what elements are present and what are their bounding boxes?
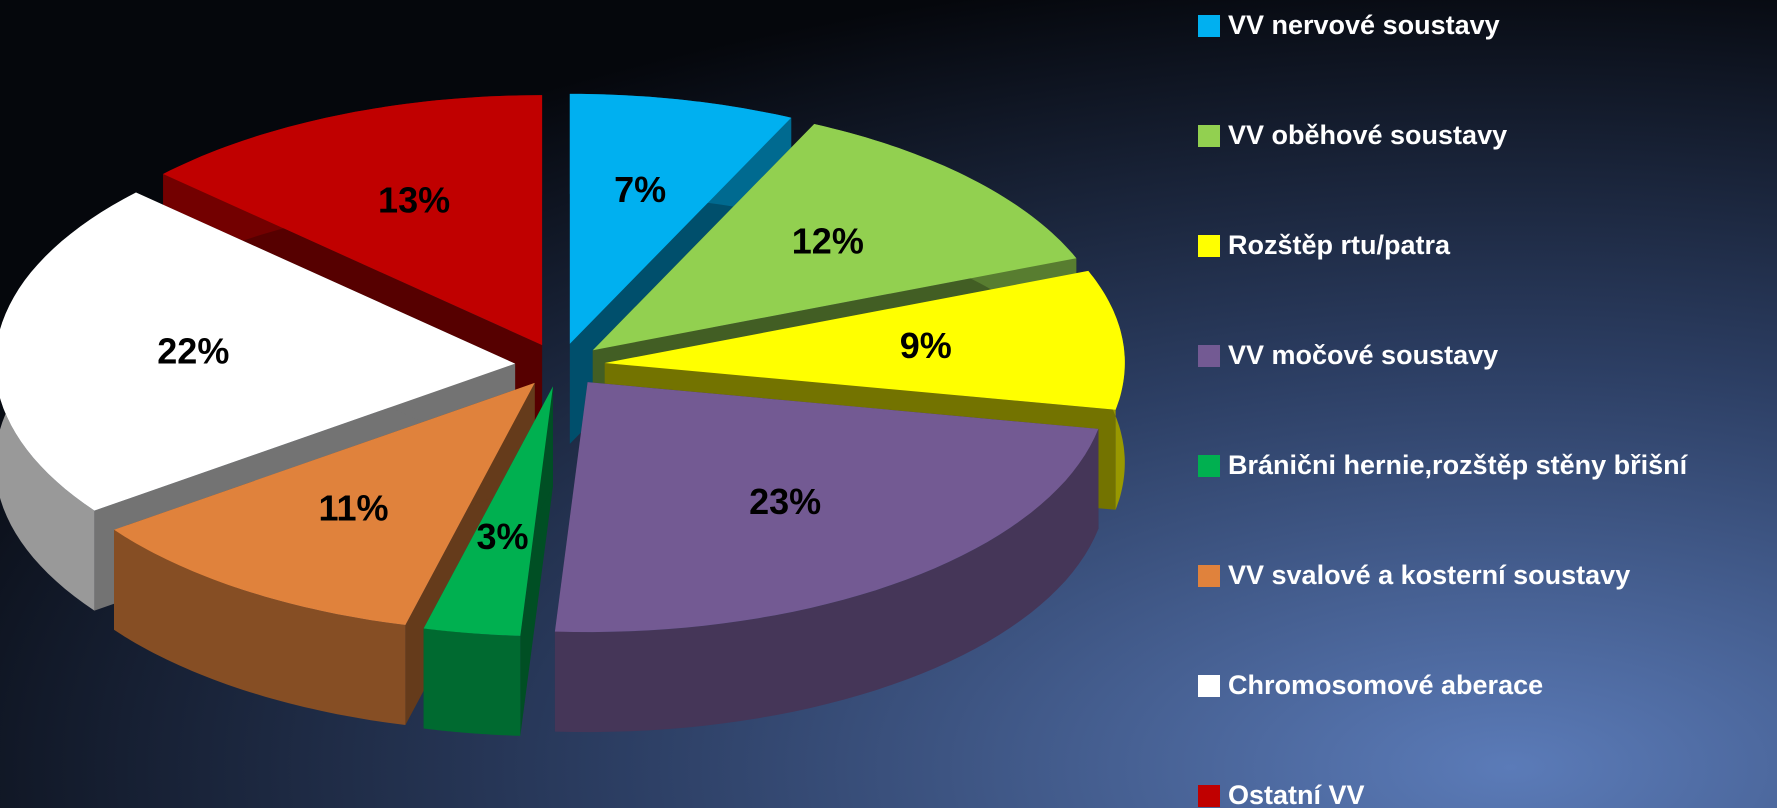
slice: 23% <box>554 382 1099 733</box>
legend-label: Rozštěp rtu/patra <box>1228 230 1451 260</box>
legend-label: VV nervové soustavy <box>1228 10 1500 40</box>
legend-swatch <box>1198 565 1220 587</box>
slice <box>604 270 1125 410</box>
legend-swatch <box>1198 345 1220 367</box>
legend-label: VV svalové a kosterní soustavy <box>1228 560 1630 590</box>
legend-swatch <box>1198 125 1220 147</box>
legend-swatch <box>1198 455 1220 477</box>
slice <box>592 124 1077 351</box>
slice <box>423 386 553 636</box>
data-label: 9% <box>900 325 952 366</box>
legend-label: VV močové soustavy <box>1228 340 1498 370</box>
data-label: 13% <box>378 179 450 220</box>
legend-swatch <box>1198 15 1220 37</box>
data-label: 11% <box>318 488 388 529</box>
slice <box>569 93 792 344</box>
legend-swatch <box>1198 675 1220 697</box>
data-label: 7% <box>614 169 666 210</box>
legend-label: Ostatní VV <box>1228 780 1365 808</box>
slice <box>114 382 535 625</box>
legend-swatch <box>1198 785 1220 807</box>
slice: 3% <box>423 386 553 736</box>
legend-label: VV oběhové soustavy <box>1228 120 1507 150</box>
data-label: 12% <box>792 221 864 262</box>
legend-label: Chromosomové aberace <box>1228 670 1543 700</box>
legend-swatch <box>1198 235 1220 257</box>
slice <box>163 95 543 346</box>
data-label: 22% <box>157 330 229 371</box>
legend-label: Bránični hernie,rozštěp stěny břišní <box>1228 450 1689 480</box>
data-label: 3% <box>477 516 529 557</box>
slice-side <box>423 628 521 736</box>
slice-side <box>554 428 1099 733</box>
data-label: 23% <box>749 481 821 522</box>
slice-side <box>114 529 406 725</box>
slice <box>0 192 516 511</box>
slice <box>554 382 1099 633</box>
